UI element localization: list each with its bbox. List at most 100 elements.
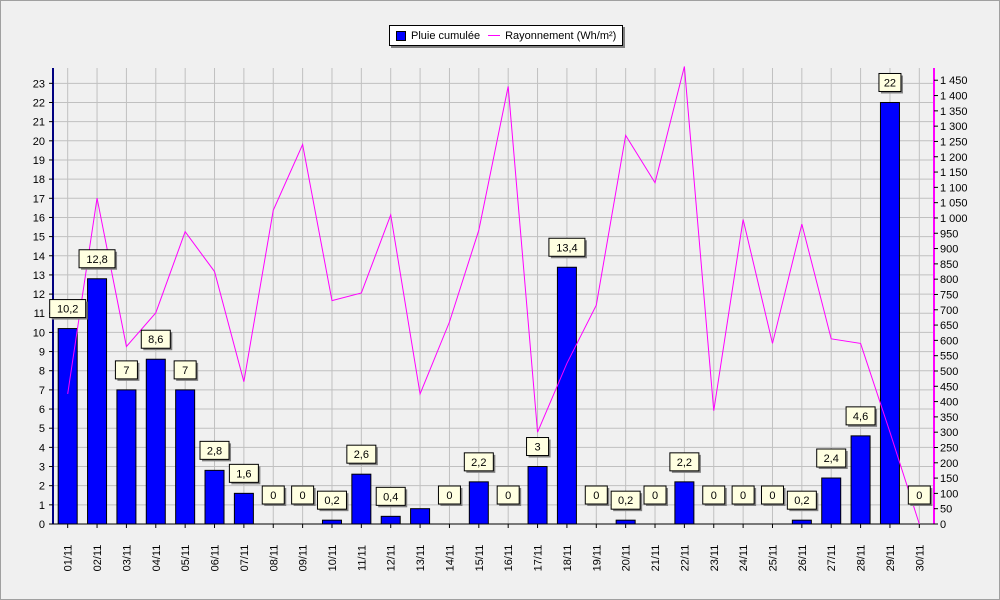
x-tick-label: 28/11 [856,545,868,572]
data-label: 7 [173,360,199,381]
rain-bar [879,101,900,525]
right-tick-label: 200 [940,458,958,470]
x-tick-label: 24/11 [738,545,750,572]
rain-bar [321,519,342,525]
x-tick-label: 23/11 [709,545,721,572]
right-tick-label: 100 [940,488,958,500]
x-tick-label: 07/11 [239,545,251,572]
right-tick-label: 800 [940,274,958,286]
data-label-box [643,485,667,505]
data-label-box [291,485,315,505]
data-label: 0 [760,485,786,506]
left-tick-label: 9 [39,347,45,359]
data-label-box [375,486,406,506]
legend: Pluie cumulée Rayonnement (Wh/m²) [389,25,624,46]
x-tick-label: 30/11 [914,545,926,572]
rain-bar [204,469,225,525]
right-tick-label: 1 000 [940,213,968,225]
left-tick-label: 4 [39,442,45,454]
data-label-box [496,485,520,505]
data-label-box [199,440,230,460]
data-label-text: 0 [593,490,599,502]
data-label-box [584,485,608,505]
data-label-box [140,329,171,349]
rain-bar [850,435,871,525]
data-label: 2,2 [463,452,496,473]
right-tick-label: 350 [940,412,958,424]
right-tick-label: 900 [940,244,958,256]
right-tick-label: 1 350 [940,106,968,118]
data-label: 0 [496,485,522,506]
left-tick-label: 19 [33,155,45,167]
data-label: 8,6 [140,329,173,351]
legend-bar-swatch [396,30,406,41]
data-label-text: 7 [123,365,129,377]
data-label-box [878,72,902,92]
data-label-text: 7 [182,365,188,377]
right-tick-label: 1 450 [940,75,968,87]
x-tick-label: 06/11 [210,545,222,572]
x-tick-label: 12/11 [386,545,398,572]
left-tick-label: 0 [39,519,45,531]
right-tick-label: 1 250 [940,136,968,148]
x-tick-label: 10/11 [327,545,339,572]
left-tick-label: 11 [34,308,45,320]
left-tick-label: 22 [33,97,45,109]
left-tick-label: 3 [39,462,45,474]
data-label: 0 [702,485,727,506]
data-label-box [702,485,726,505]
left-tick-label: 6 [39,404,45,416]
right-tick-label: 250 [940,442,958,454]
data-label-box [316,490,347,510]
x-tick-label: 18/11 [562,545,574,572]
data-label-text: 10,2 [57,304,78,316]
data-label-box [669,452,700,472]
left-tick-label: 23 [33,78,45,90]
data-label-text: 0 [505,490,511,502]
rain-bar [380,515,401,525]
x-tick-label: 09/11 [298,545,310,572]
data-label-box [845,406,876,426]
data-label-text: 0,2 [618,495,633,507]
right-tick-label: 850 [940,259,958,271]
data-label: 0,2 [610,490,643,512]
data-label: 3 [526,437,551,458]
rain-bar [233,492,254,525]
data-label-text: 0 [300,490,306,502]
x-tick-label: 20/11 [621,545,633,572]
data-label: 1,6 [228,463,261,485]
x-tick-label: 22/11 [679,545,691,572]
rain-bar [615,519,636,525]
right-tick-label: 1 300 [940,121,968,133]
left-tick-label: 12 [33,289,45,301]
x-tick-label: 17/11 [533,545,545,572]
data-label: 0,4 [375,486,408,508]
right-tick-label: 0 [940,519,946,531]
legend-rain-label: Pluie cumulée [411,29,481,42]
left-tick-label: 1 [39,500,45,512]
data-label-text: 2,6 [354,449,369,461]
data-label-box [526,437,550,457]
data-label-text: 22 [884,77,896,89]
x-tick-label: 26/11 [797,545,809,572]
right-tick-label: 450 [940,381,958,393]
data-label-text: 0 [769,490,775,502]
right-tick-label: 1 100 [940,182,968,194]
rain-bar [556,266,577,525]
data-label: 7 [114,360,140,381]
right-tick-label: 950 [940,228,958,240]
x-tick-label: 27/11 [826,545,838,572]
data-label-box [610,490,641,510]
rain-bar [791,519,812,525]
data-label-text: 13,4 [556,242,577,254]
rain-bar [57,328,78,525]
x-tick-label: 02/11 [92,545,104,572]
right-tick-label: 1 200 [940,152,968,164]
data-label-box [173,360,197,380]
legend-item-radiation: Rayonnement (Wh/m²) [488,30,616,42]
right-tick-label: 150 [940,473,958,485]
x-tick-label: 21/11 [650,545,662,572]
data-label: 2,4 [816,448,848,470]
x-tick-label: 25/11 [767,545,779,572]
